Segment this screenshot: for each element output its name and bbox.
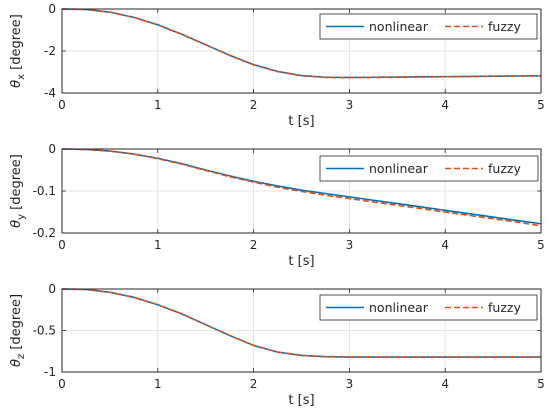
plot-1: 0 1 2 3 4 5 0 -2 -4 t [s] θx [degree] nonlinear fuzz… [9, 2, 545, 129]
x-tick-label: 3 [346, 377, 354, 391]
y-axis-label: θy [degree] [9, 154, 27, 228]
y-axis-symbol: θ [9, 220, 24, 228]
x-tick-label: 5 [537, 238, 545, 252]
legend-label-fuzzy: fuzzy [488, 300, 521, 315]
y-axis-symbol: θ [9, 80, 24, 88]
series-line-nonlinear [61, 148, 542, 225]
x-axis-label: t [s] [288, 114, 314, 129]
x-tick-label: 2 [250, 377, 258, 391]
x-tick-label: 1 [154, 238, 162, 252]
x-tick-label: 1 [154, 377, 162, 391]
x-tick-label: 0 [58, 98, 66, 112]
y-tick-label: -0.2 [33, 226, 56, 240]
x-tick-label: 5 [537, 377, 545, 391]
y-tick-label: -4 [44, 86, 56, 100]
y-tick-label: -0.1 [33, 184, 56, 198]
series-line-fuzzy [61, 8, 542, 79]
series-line-fuzzy [61, 288, 541, 358]
legend: nonlinear fuzzy [319, 13, 538, 40]
series-line-fuzzy [61, 148, 542, 227]
y-axis-label: θx [degree] [9, 14, 27, 88]
y-tick-label: -1 [44, 365, 56, 379]
legend: nonlinear fuzzy [319, 155, 539, 182]
y-axis-label: θz [degree] [9, 294, 27, 367]
legend-label-nonlinear: nonlinear [369, 300, 429, 315]
y-tick-label: -0.5 [33, 324, 56, 338]
y-axis-unit: [degree] [9, 154, 24, 214]
y-tick-label: 0 [48, 142, 56, 156]
x-tick-label: 1 [154, 98, 162, 112]
x-tick-label: 3 [346, 238, 354, 252]
x-tick-label: 4 [441, 238, 449, 252]
y-axis-subscript: z [16, 354, 27, 359]
legend-label-nonlinear: nonlinear [369, 161, 429, 176]
x-tick-label: 4 [441, 377, 449, 391]
x-tick-label: 4 [441, 98, 449, 112]
y-tick-label: 0 [48, 2, 56, 16]
x-tick-label: 2 [250, 98, 258, 112]
legend-label-fuzzy: fuzzy [488, 19, 521, 34]
x-axis-label: t [s] [288, 393, 314, 408]
y-tick-label: -2 [44, 44, 56, 58]
legend: nonlinear fuzzy [319, 294, 538, 321]
legend-label-fuzzy: fuzzy [488, 161, 521, 176]
x-tick-label: 5 [537, 98, 545, 112]
y-axis-unit: [degree] [9, 294, 24, 354]
y-axis-unit: [degree] [9, 14, 24, 74]
y-axis-symbol: θ [9, 359, 24, 367]
y-axis-subscript: x [16, 74, 27, 80]
plot-3: 0 1 2 3 4 5 0 -0.5 -1 t [s] θz [degree] nonlinear fu… [9, 282, 545, 408]
x-tick-label: 0 [58, 238, 66, 252]
y-tick-label: 0 [48, 282, 56, 296]
legend-label-nonlinear: nonlinear [369, 19, 429, 34]
x-tick-label: 0 [58, 377, 66, 391]
x-axis-label: t [s] [288, 254, 314, 269]
x-tick-label: 3 [346, 98, 354, 112]
x-tick-label: 2 [250, 238, 258, 252]
plot-2: 0 1 2 3 4 5 0 -0.1 -0.2 t [s] θy [degree] nonlinear… [9, 142, 545, 269]
y-axis-subscript: y [16, 214, 27, 220]
